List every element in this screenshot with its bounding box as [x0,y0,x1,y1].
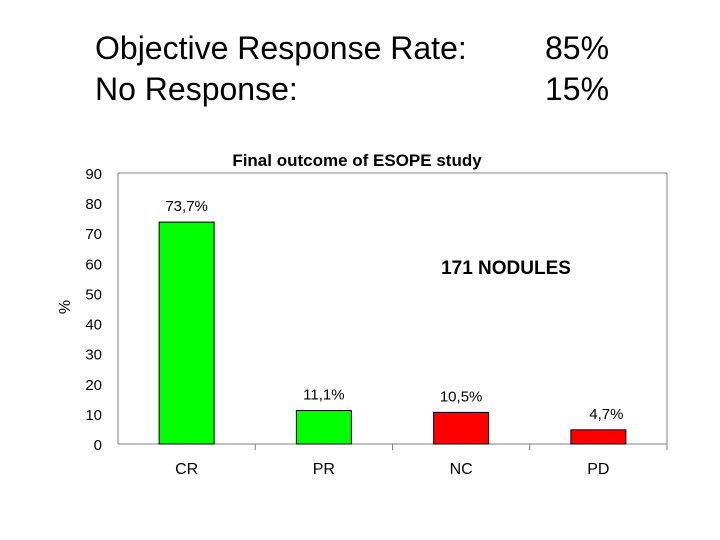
y-tick-label: 60 [85,256,102,273]
y-axis-label: % [57,300,74,314]
bar-nc [433,411,490,445]
x-axis-ticks: CR PR NC PD [175,444,668,478]
nodules-annotation: 171 NODULES [441,258,571,279]
bar-pr [295,410,352,445]
y-tick-label: 20 [85,377,102,394]
y-tick-label: 40 [85,317,102,334]
bar-pd [570,429,627,445]
orr-value: 85% [545,30,610,66]
no-response-value: 15% [545,71,610,107]
data-label: 73,7% [165,198,208,215]
chart-title: Final outcome of ESOPE study [232,151,482,170]
y-tick-label: 70 [85,226,102,243]
x-tick-label: CR [175,461,198,478]
data-label: 11,1% [303,387,344,404]
y-tick-label: 90 [85,166,102,183]
data-label: 4,7% [589,406,623,423]
y-tick-label: 80 [85,196,102,213]
bar-cr [158,221,215,445]
y-tick-label: 50 [85,286,102,303]
data-label: 10,5% [440,388,483,405]
x-tick-label: PR [313,461,335,478]
no-response-label: No Response: [95,71,298,107]
y-tick-label: 10 [85,407,102,424]
x-tick-label: PD [587,461,609,478]
y-tick-label: 0 [94,437,102,454]
y-axis-ticks: 0 10 20 30 40 50 60 70 80 90 [85,166,102,454]
bars-group: 73,7% 11,1% 10,5% 4,7% [158,198,627,445]
orr-label: Objective Response Rate: [95,30,467,66]
x-tick-label: NC [450,461,473,478]
y-tick-label: 30 [85,347,102,364]
